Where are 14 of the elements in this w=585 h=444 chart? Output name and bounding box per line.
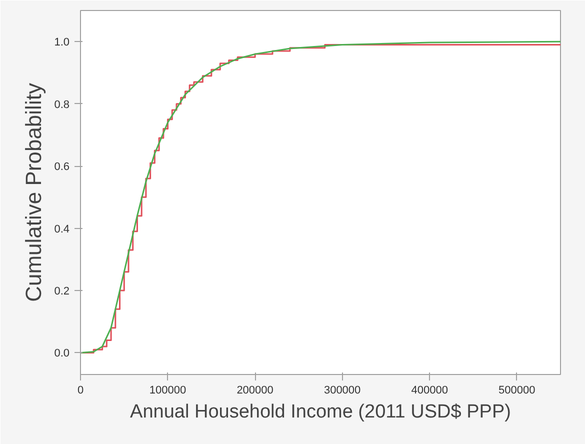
y-tick-label: 1.0 [54,36,70,49]
y-tick-label: 0.2 [54,286,70,298]
x-tick-label: 200000 [236,384,274,396]
y-tick-label: 0.0 [54,348,70,360]
x-tick-label: 500000 [498,384,536,396]
x-tick-label: 400000 [411,384,448,396]
x-axis-title: Annual Household Income (2011 USD$ PPP) [130,402,511,422]
y-tick-label: 0.4 [54,223,70,236]
y-tick-label: 0.8 [54,98,70,111]
x-tick-label: 300000 [324,384,361,396]
y-tick-label: 0.6 [54,161,70,174]
x-tick-label: 0 [77,384,84,396]
y-axis-title: Cumulative Probability [21,83,46,302]
x-tick-label: 100000 [149,384,186,396]
